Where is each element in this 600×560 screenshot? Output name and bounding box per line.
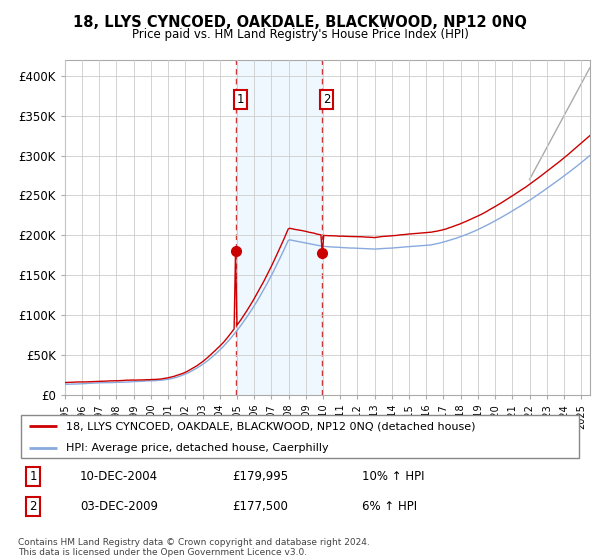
Text: £177,500: £177,500 <box>232 500 288 513</box>
Text: 2: 2 <box>29 500 37 513</box>
Text: 2: 2 <box>323 94 331 106</box>
Text: £179,995: £179,995 <box>232 470 289 483</box>
Text: 03-DEC-2009: 03-DEC-2009 <box>80 500 158 513</box>
Text: HPI: Average price, detached house, Caerphilly: HPI: Average price, detached house, Caer… <box>66 444 329 454</box>
Bar <box>236 60 322 395</box>
FancyBboxPatch shape <box>21 415 579 458</box>
Text: 18, LLYS CYNCOED, OAKDALE, BLACKWOOD, NP12 0NQ (detached house): 18, LLYS CYNCOED, OAKDALE, BLACKWOOD, NP… <box>66 421 475 431</box>
Text: 10-DEC-2004: 10-DEC-2004 <box>80 470 158 483</box>
Text: Contains HM Land Registry data © Crown copyright and database right 2024.
This d: Contains HM Land Registry data © Crown c… <box>18 538 370 557</box>
Text: 10% ↑ HPI: 10% ↑ HPI <box>362 470 425 483</box>
Text: 1: 1 <box>29 470 37 483</box>
Text: 1: 1 <box>237 94 244 106</box>
Text: 6% ↑ HPI: 6% ↑ HPI <box>362 500 417 513</box>
Text: Price paid vs. HM Land Registry's House Price Index (HPI): Price paid vs. HM Land Registry's House … <box>131 28 469 41</box>
Text: 18, LLYS CYNCOED, OAKDALE, BLACKWOOD, NP12 0NQ: 18, LLYS CYNCOED, OAKDALE, BLACKWOOD, NP… <box>73 15 527 30</box>
